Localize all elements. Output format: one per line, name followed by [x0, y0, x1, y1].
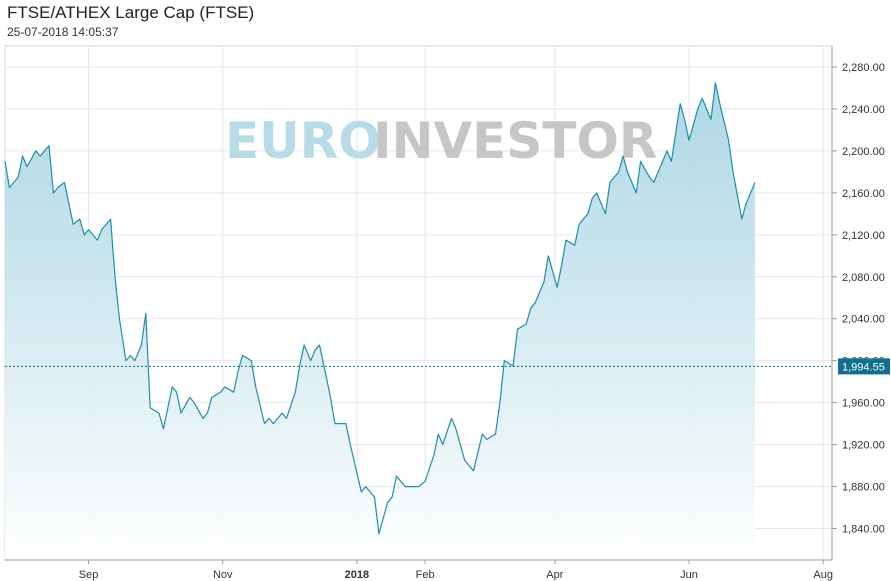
chart-timestamp: 25-07-2018 14:05:37: [7, 25, 119, 39]
y-tick-label: 2,040.00: [842, 314, 885, 326]
x-tick-label: Aug: [813, 569, 833, 581]
y-tick-label: 2,240.00: [842, 104, 885, 116]
price-line: [4, 82, 756, 535]
y-tick-label: 2,280.00: [842, 62, 885, 74]
x-tick-label: Sep: [79, 569, 99, 581]
x-tick-label: Feb: [416, 569, 435, 581]
x-tick-label: Apr: [546, 569, 563, 581]
y-tick-label: 2,080.00: [842, 272, 885, 284]
watermark-euro: EURO: [225, 112, 381, 170]
y-tick-label: 1,920.00: [842, 440, 885, 452]
x-tick-label: Jun: [680, 569, 698, 581]
x-tick-label: Nov: [213, 569, 233, 581]
y-tick-label: 2,120.00: [842, 230, 885, 242]
price-area-fill: [5, 82, 755, 560]
y-tick-label: 1,840.00: [842, 524, 885, 536]
chart-title: FTSE/ATHEX Large Cap (FTSE): [7, 3, 255, 22]
current-value-layer: 1,994.55: [5, 358, 890, 375]
y-tick-label: 1,880.00: [842, 482, 885, 494]
area-layer: [4, 82, 756, 560]
y-tick-label: 2,200.00: [842, 146, 885, 158]
x-tick-label: 2018: [345, 569, 369, 581]
y-tick-label: 1,960.00: [842, 398, 885, 410]
y-tick-label: 2,160.00: [842, 188, 885, 200]
euroinvestor-watermark: EURO INVESTOR: [225, 112, 657, 170]
current-value-label: 1,994.55: [842, 361, 885, 373]
watermark-investor: INVESTOR: [373, 112, 657, 170]
current-value-badge: [838, 358, 890, 375]
